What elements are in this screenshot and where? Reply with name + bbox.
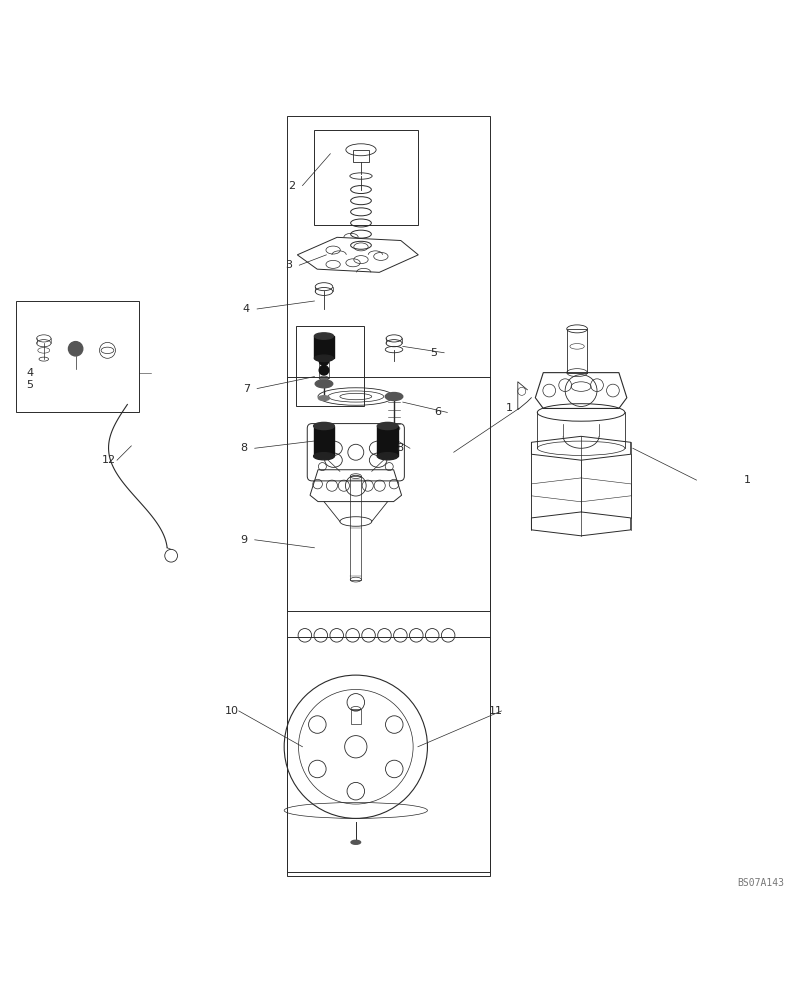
Text: 3: 3 [285,260,292,270]
Circle shape [319,365,329,375]
Ellipse shape [314,422,334,430]
Text: 6: 6 [434,407,441,417]
Text: 11: 11 [489,706,503,716]
Text: 1: 1 [505,403,513,413]
Ellipse shape [314,355,334,361]
Text: 12: 12 [102,455,116,465]
Text: 5: 5 [430,348,437,358]
Text: 4: 4 [243,304,250,314]
Bar [567,329,587,373]
Ellipse shape [385,393,403,401]
Bar [314,426,334,456]
Text: 8: 8 [396,443,404,453]
Bar [319,361,329,378]
Text: 2: 2 [288,181,295,191]
Ellipse shape [388,426,400,431]
Text: 4: 4 [26,368,33,378]
Circle shape [319,348,329,358]
Text: 1: 1 [744,475,751,485]
Ellipse shape [351,840,361,844]
Ellipse shape [314,453,334,460]
Text: 8: 8 [240,443,248,453]
Bar [314,336,334,358]
Text: 9: 9 [240,535,248,545]
Bar [296,326,364,406]
Text: BS07A143: BS07A143 [737,878,784,888]
Bar [287,377,490,611]
Bar [350,476,361,580]
Circle shape [68,342,83,356]
Bar [287,116,490,876]
Bar [287,637,490,872]
Bar [351,709,361,724]
Bar [16,301,139,412]
Ellipse shape [377,422,398,430]
Ellipse shape [314,333,334,339]
Ellipse shape [318,396,330,401]
Text: 5: 5 [26,380,33,390]
Bar [314,130,418,225]
Bar [377,426,398,456]
Ellipse shape [377,453,398,460]
Bar [353,150,369,162]
Ellipse shape [315,380,333,388]
Text: 7: 7 [243,384,250,394]
Text: 10: 10 [224,706,239,716]
Circle shape [319,356,329,365]
